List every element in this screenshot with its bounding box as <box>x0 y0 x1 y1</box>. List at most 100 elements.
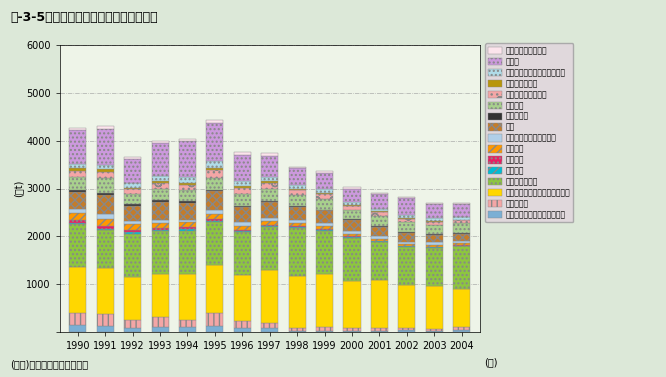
Bar <box>316 226 333 229</box>
Bar <box>426 203 443 204</box>
Bar <box>124 190 141 194</box>
Bar <box>288 207 306 220</box>
Bar <box>179 185 196 190</box>
Bar <box>288 228 306 276</box>
Bar <box>69 221 87 223</box>
Bar <box>234 226 251 230</box>
Bar <box>316 199 333 210</box>
Bar <box>124 224 141 230</box>
Bar <box>453 241 470 244</box>
Bar <box>124 277 141 320</box>
Bar <box>206 222 223 265</box>
Bar <box>152 181 168 183</box>
Bar <box>152 190 168 201</box>
Bar <box>179 203 196 219</box>
Bar <box>371 208 388 211</box>
Bar <box>152 201 168 202</box>
Bar <box>453 246 470 289</box>
Bar <box>316 210 333 223</box>
Text: (出典)　中央環境審議会資料: (出典) 中央環境審議会資料 <box>10 359 88 369</box>
Bar <box>371 212 388 216</box>
Bar <box>152 223 168 228</box>
Bar <box>426 242 443 245</box>
Bar <box>261 270 278 323</box>
Bar <box>344 234 360 236</box>
Bar <box>69 169 87 171</box>
Bar <box>179 141 196 177</box>
Bar <box>344 187 360 188</box>
Bar <box>398 244 416 246</box>
Bar <box>152 143 168 176</box>
Bar <box>288 169 306 185</box>
Bar <box>124 206 141 221</box>
Bar <box>69 171 87 177</box>
Bar <box>69 190 87 192</box>
Bar <box>206 178 223 190</box>
Bar <box>426 221 443 222</box>
Bar <box>453 328 470 330</box>
Bar <box>179 190 196 201</box>
Bar <box>261 189 278 201</box>
Bar <box>426 234 443 235</box>
Bar <box>344 202 360 205</box>
Bar <box>206 313 223 326</box>
Bar <box>69 164 87 169</box>
Bar <box>97 226 114 228</box>
Bar <box>69 208 87 213</box>
Bar <box>344 188 360 202</box>
Bar <box>97 268 114 314</box>
Bar <box>288 226 306 227</box>
Bar <box>344 220 360 231</box>
Bar <box>152 231 168 274</box>
Bar <box>69 267 87 313</box>
Bar <box>152 176 168 181</box>
Bar <box>398 198 416 215</box>
Bar <box>371 211 388 212</box>
Bar <box>288 328 306 331</box>
Bar <box>426 204 443 218</box>
Bar <box>344 328 360 331</box>
Bar <box>179 230 196 273</box>
Bar <box>288 188 306 190</box>
Bar <box>371 280 388 328</box>
Bar <box>234 321 251 328</box>
Bar <box>288 206 306 207</box>
Bar <box>316 229 333 230</box>
Bar <box>206 214 223 219</box>
Bar <box>344 210 360 219</box>
Bar <box>398 215 416 218</box>
Bar <box>124 194 141 204</box>
Bar <box>69 192 87 208</box>
Bar <box>179 328 196 332</box>
Text: (年): (年) <box>484 357 498 367</box>
Bar <box>261 177 278 181</box>
Bar <box>288 220 306 223</box>
Bar <box>124 221 141 224</box>
Bar <box>344 206 360 210</box>
Bar <box>234 194 251 206</box>
Bar <box>288 331 306 332</box>
Text: 序-3-5図　循環資源の我が国への輸入量: 序-3-5図 循環資源の我が国への輸入量 <box>10 11 158 24</box>
Bar <box>344 236 360 237</box>
Bar <box>97 165 114 169</box>
Bar <box>453 330 470 332</box>
Bar <box>344 205 360 206</box>
Bar <box>69 223 87 224</box>
Legend: プラスチックのくず, スラグ, 灰、鉱さい及びその他のかす, ニッケルのくず, アルミニウムのくず, 銅のくず, 鉄鈴のくず, 古紙, 繊維製品の中古及びぼろ,: プラスチックのくず, スラグ, 灰、鉱さい及びその他のかす, ニッケルのくず, … <box>486 43 573 222</box>
Bar <box>97 129 114 165</box>
Bar <box>398 285 416 328</box>
Bar <box>152 141 168 143</box>
Bar <box>261 225 278 226</box>
Bar <box>371 226 388 227</box>
Bar <box>398 242 416 244</box>
Bar <box>426 286 443 329</box>
Bar <box>453 234 470 241</box>
Bar <box>453 203 470 204</box>
Bar <box>371 194 388 208</box>
Bar <box>179 201 196 203</box>
Bar <box>316 171 333 173</box>
Bar <box>398 328 416 330</box>
Bar <box>344 237 360 238</box>
Bar <box>152 230 168 231</box>
Bar <box>97 314 114 326</box>
